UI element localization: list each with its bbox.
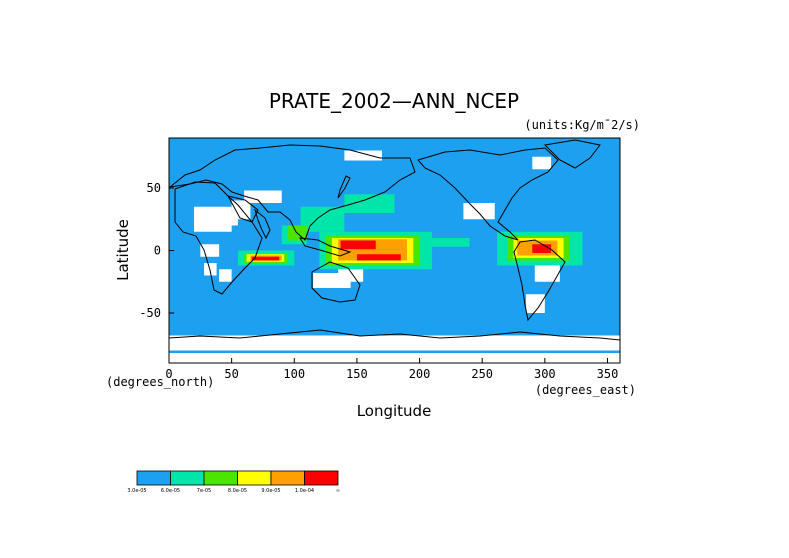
heat-cell-1-3 [200, 244, 220, 257]
x-tick-label-1: 50 [224, 367, 238, 381]
x-axis-note: (degrees_east) [535, 383, 636, 397]
colorbar-label-0: 3.0e-05 [127, 488, 146, 494]
y-tick-label-0: -50 [139, 306, 161, 320]
x-axis-label: Longitude [357, 402, 432, 420]
x-tick-label-5: 250 [471, 367, 493, 381]
axis-ticks: 0 50 100 150 200 250 300 350 -50 0 50 [139, 181, 618, 381]
heat-cell-6-2 [356, 254, 401, 261]
heat-cell-6-0 [251, 256, 280, 261]
colorbar: 3.0e-05 6.0e-05 7e-05 8.0e-05 9.0e-05 1.0e-04… [127, 470, 340, 494]
heat-cell-1-5 [219, 269, 232, 282]
y-tick-label-1: 0 [154, 244, 161, 258]
colorbar-swatch-5 [304, 470, 339, 486]
heat-cell-1-11 [169, 335, 620, 351]
units-label: (units:Kg/m¯2/s) [524, 118, 640, 132]
colorbar-label-6: ∞ [336, 488, 340, 494]
heat-cell-6-3 [532, 244, 552, 253]
y-tick-label-2: 50 [147, 181, 161, 195]
x-tick-label-4: 200 [409, 367, 431, 381]
colorbar-label-1: 6.0e-05 [161, 488, 180, 494]
colorbar-label-3: 8.0e-05 [228, 488, 247, 494]
chart-title: PRATE_2002—ANN_NCEP [269, 89, 519, 113]
heat-cell-1-8 [463, 203, 495, 220]
x-tick-label-6: 300 [534, 367, 556, 381]
coastlines [169, 139, 620, 341]
x-tick-label-0: 0 [165, 367, 172, 381]
colorbar-swatch-1 [170, 470, 205, 486]
heat-cell-2-5 [300, 206, 345, 232]
y-axis-label: Latitude [114, 219, 132, 281]
x-tick-label-7: 350 [597, 367, 619, 381]
heat-cell-6-1 [340, 240, 376, 250]
heat-cell-1-7 [338, 269, 364, 282]
heat-cell-1-9 [534, 263, 560, 282]
colorbar-swatch-3 [237, 470, 272, 486]
heat-cell-1-4 [204, 263, 217, 276]
colorbar-swatch-0 [136, 470, 171, 486]
heatmap-cells [169, 138, 620, 363]
heat-cell-2-2 [419, 238, 470, 247]
heat-cell-1-10 [526, 294, 545, 313]
x-tick-label-3: 150 [346, 367, 368, 381]
y-axis-note: (degrees_north) [106, 375, 214, 389]
colorbar-label-2: 7e-05 [197, 488, 211, 494]
colorbar-label-5: 1.0e-04 [295, 488, 314, 494]
heat-cell-1-15 [532, 156, 552, 170]
colorbar-swatch-2 [203, 470, 238, 486]
x-tick-label-2: 100 [283, 367, 305, 381]
heat-cell-1-13 [344, 150, 382, 161]
heat-cell-1-12 [169, 353, 620, 363]
colorbar-label-4: 9.0e-05 [261, 488, 280, 494]
colorbar-swatch-4 [270, 470, 305, 486]
plot-area: 0 50 100 150 200 250 300 350 -50 0 50 [139, 137, 621, 381]
heat-cell-2-6 [344, 194, 395, 213]
heat-cell-1-14 [244, 190, 282, 203]
